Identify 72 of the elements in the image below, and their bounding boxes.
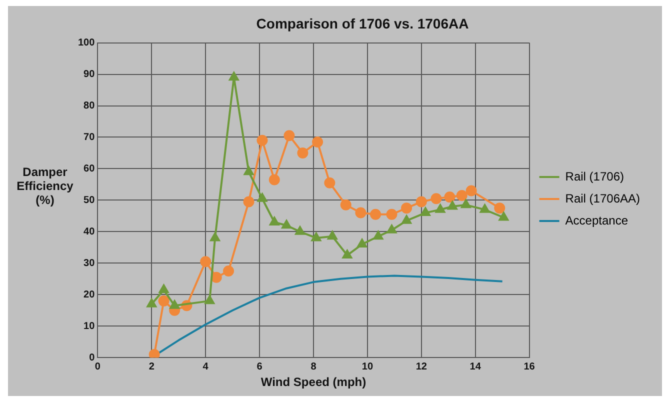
x-tick-label: 16 (524, 361, 536, 372)
point (223, 266, 234, 277)
point (342, 250, 352, 259)
y-tick-label: 40 (84, 226, 96, 238)
point (200, 256, 212, 268)
point (386, 208, 398, 220)
y-tick-label: 20 (84, 289, 96, 300)
point (311, 232, 322, 242)
x-tick-label: 14 (470, 361, 482, 372)
point (170, 300, 180, 309)
y-tick-label: 80 (84, 100, 96, 112)
legend-label: Acceptance (565, 213, 628, 228)
point (448, 200, 458, 210)
x-tick-label: 12 (416, 361, 428, 372)
y-tick-label: 60 (84, 163, 96, 174)
point (229, 72, 239, 81)
point (340, 199, 352, 210)
point (435, 204, 446, 213)
point (269, 216, 280, 226)
x-tick-label: 4 (202, 361, 209, 372)
point (324, 177, 336, 188)
point (312, 136, 324, 148)
point (430, 193, 442, 204)
y-tick-label: 10 (84, 320, 96, 332)
point (386, 224, 397, 234)
point (461, 199, 471, 208)
point (282, 220, 292, 229)
y-tick-label: 100 (78, 38, 96, 49)
y-tick-label: 70 (84, 132, 96, 143)
point (243, 196, 254, 208)
point (416, 196, 427, 208)
x-axis-title: Wind Speed (mph) (260, 375, 366, 390)
point (327, 230, 338, 240)
point (297, 147, 308, 158)
point (456, 190, 468, 201)
point (210, 272, 222, 283)
point (480, 204, 490, 213)
y-tick-label: 50 (84, 194, 96, 206)
chart-title: Comparison of 1706 vs. 1706AA (256, 15, 469, 32)
point (284, 130, 295, 142)
point (494, 202, 506, 214)
y-tick-label: 0 (89, 352, 96, 364)
point (295, 226, 305, 235)
point (498, 212, 509, 221)
y-axis-title: Damper Efficiency (%) (16, 165, 74, 207)
point (148, 348, 160, 358)
point (355, 207, 366, 218)
point (466, 185, 477, 196)
point (357, 238, 367, 248)
x-tick-label: 8 (310, 361, 317, 372)
point (146, 298, 157, 308)
point (158, 295, 170, 306)
point (420, 207, 430, 216)
point (370, 208, 382, 220)
point (204, 295, 215, 304)
point (401, 202, 412, 214)
point (268, 174, 280, 186)
point (158, 284, 169, 294)
y-tick-label: 30 (84, 258, 96, 269)
point (373, 230, 384, 240)
x-tick-label: 6 (256, 361, 263, 372)
point (256, 134, 268, 146)
x-tick-label: 2 (148, 361, 155, 372)
y-tick-label: 90 (84, 69, 96, 80)
legend-label: Rail (1706) (565, 169, 624, 184)
point (402, 215, 412, 224)
point (257, 193, 268, 202)
point (210, 232, 220, 242)
point (244, 166, 254, 176)
point (444, 192, 456, 203)
legend-label: Rail (1706AA) (565, 191, 640, 206)
x-tick-label: 10 (362, 361, 374, 372)
